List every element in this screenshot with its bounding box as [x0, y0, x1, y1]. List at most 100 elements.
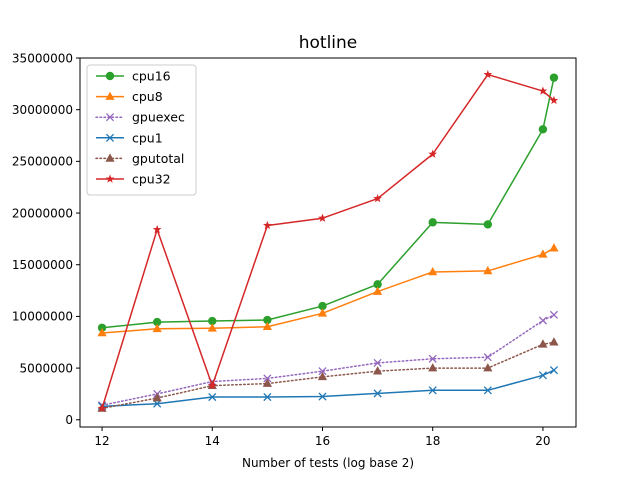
- x-tick-label: 16: [315, 434, 330, 448]
- y-tick-label: 0: [65, 413, 73, 427]
- legend-marker: [105, 91, 115, 100]
- data-point-cpu1: [318, 392, 327, 401]
- x-tick-label: 12: [94, 434, 109, 448]
- legend: cpu16 cpu8 gpuexec cpu1 gputotal cpu32: [86, 64, 197, 196]
- data-point-cpu1: [483, 386, 492, 395]
- y-axis: 0 5000000 10000000 15000000 20000000 25000000…: [12, 51, 80, 427]
- data-point-cpu16: [263, 315, 272, 325]
- data-point-gputotal: [483, 363, 493, 372]
- data-point-cpu32: [97, 403, 107, 413]
- series-cpu16: [97, 73, 559, 332]
- legend-label: gputotal: [132, 151, 184, 166]
- data-point-cpu1: [428, 386, 437, 395]
- legend-item-cpu8: cpu8: [96, 89, 163, 104]
- legend-label: cpu16: [132, 69, 171, 84]
- data-point-cpu16: [318, 301, 327, 311]
- series-cpu1: [97, 366, 559, 411]
- series-line-gputotal: [101, 341, 555, 410]
- data-point-gpuexec: [263, 374, 272, 383]
- series-line-cpu32: [101, 73, 555, 409]
- data-point-cpu16: [152, 317, 162, 327]
- data-point-cpu16: [208, 316, 217, 326]
- data-point-gpuexec: [318, 367, 327, 376]
- series-cpu32: [97, 69, 559, 413]
- series-line-cpu16: [101, 77, 555, 329]
- legend-item-gpuexec: gpuexec: [95, 110, 185, 125]
- y-tick-label: 10000000: [12, 310, 73, 324]
- data-point-cpu8: [152, 323, 162, 333]
- data-point-cpu32: [549, 95, 559, 105]
- data-point-cpu8: [549, 243, 559, 252]
- data-point-cpu32: [538, 86, 548, 95]
- data-point-gpuexec: [428, 354, 437, 363]
- data-point-cpu16: [97, 323, 107, 332]
- data-point-gputotal: [317, 371, 328, 381]
- x-axis: 12 14 16 18 20: [94, 427, 551, 448]
- y-tick-label: 5000000: [20, 361, 73, 375]
- y-tick-label: 15000000: [12, 258, 73, 272]
- data-point-cpu8: [483, 265, 493, 275]
- legend-marker: [105, 113, 115, 122]
- data-point-cpu32: [318, 213, 327, 222]
- legend-marker: [105, 153, 115, 162]
- data-point-cpu8: [262, 321, 272, 331]
- y-tick-label: 25000000: [12, 155, 73, 169]
- legend-box: [86, 64, 197, 196]
- legend-item-gputotal: gputotal: [95, 151, 184, 166]
- data-point-gpuexec: [538, 316, 547, 325]
- data-point-cpu1: [373, 389, 382, 398]
- data-point-gpuexec: [483, 353, 492, 362]
- x-tick-label: 14: [205, 434, 220, 448]
- data-point-cpu8: [97, 327, 107, 337]
- data-point-gputotal: [373, 366, 383, 375]
- data-point-cpu8: [207, 323, 217, 332]
- series-line-gpuexec: [101, 314, 555, 407]
- data-point-cpu8: [373, 286, 383, 295]
- data-point-gputotal: [262, 378, 272, 387]
- legend-item-cpu32: cpu32: [96, 172, 171, 187]
- plot-area: [97, 69, 559, 413]
- y-tick-label: 35000000: [12, 51, 73, 65]
- data-point-cpu1: [208, 392, 217, 402]
- series-gputotal: [97, 337, 559, 412]
- legend-marker: [105, 174, 115, 183]
- legend-item-cpu1: cpu1: [96, 130, 163, 145]
- data-point-cpu16: [549, 73, 559, 82]
- data-point-gputotal: [549, 337, 559, 346]
- legend-label: cpu8: [132, 89, 163, 104]
- data-point-cpu1: [549, 366, 559, 375]
- x-tick-label: 20: [535, 434, 550, 448]
- data-point-cpu8: [428, 266, 438, 276]
- data-point-cpu16: [483, 220, 493, 229]
- series-line-cpu8: [101, 247, 555, 334]
- data-point-cpu32: [373, 193, 382, 203]
- legend-item-cpu16: cpu16: [96, 69, 171, 84]
- y-tick-label: 20000000: [12, 206, 73, 220]
- y-tick-label: 30000000: [12, 103, 73, 117]
- legend-marker: [105, 133, 115, 142]
- x-axis-label: Number of tests (log base 2): [242, 456, 414, 470]
- legend-label: cpu1: [132, 130, 163, 145]
- data-point-cpu32: [428, 149, 438, 158]
- data-point-gpuexec: [373, 358, 382, 367]
- data-point-cpu32: [152, 224, 162, 234]
- data-point-cpu16: [428, 218, 437, 227]
- data-point-cpu32: [207, 381, 217, 390]
- data-point-cpu16: [373, 280, 382, 289]
- series-cpu8: [97, 243, 559, 337]
- data-point-cpu8: [317, 308, 328, 317]
- data-point-cpu32: [263, 220, 272, 230]
- legend-label: gpuexec: [132, 110, 185, 125]
- legend-marker: [105, 71, 115, 81]
- x-tick-label: 18: [425, 434, 440, 448]
- data-point-gputotal: [428, 363, 438, 372]
- plot-frame: [79, 57, 577, 428]
- legend-label: cpu32: [132, 172, 171, 187]
- data-point-cpu1: [263, 392, 272, 402]
- chart-title: hotline: [299, 33, 358, 53]
- data-point-gpuexec: [549, 310, 559, 319]
- data-point-cpu16: [538, 125, 548, 134]
- data-point-cpu1: [538, 371, 547, 380]
- data-point-cpu8: [538, 249, 548, 258]
